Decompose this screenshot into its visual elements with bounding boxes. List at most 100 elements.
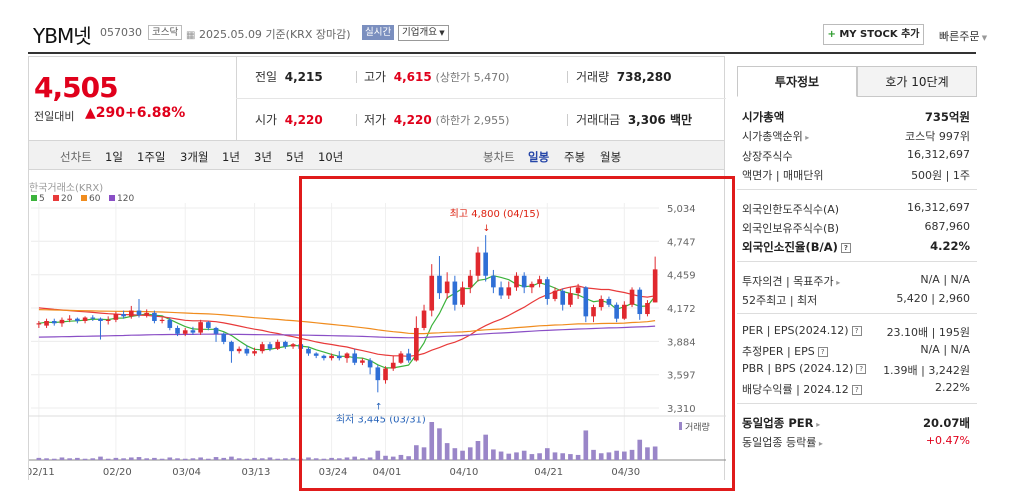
range-tab-1y[interactable]: 1년 [222, 150, 240, 164]
company-info-dropdown[interactable]: 기업개요 ▼ [398, 25, 449, 41]
amount-value: 3,306 백만 [627, 113, 693, 127]
legend-swatch [53, 195, 59, 201]
candle-body [498, 287, 504, 296]
candle-body [344, 353, 350, 359]
candle-body [90, 317, 96, 319]
volume-bar [514, 452, 519, 460]
candle-tab-daily[interactable]: 일봉 [528, 150, 550, 164]
invest-row: 외국인소진율(B/A)? 4.22% [742, 239, 977, 255]
range-tab-3m[interactable]: 3개월 [180, 150, 209, 164]
candle-body [383, 368, 388, 381]
volume-bar [321, 458, 327, 460]
volume-bar [360, 458, 365, 460]
quote-panel: 4,505 전일대비 ▲290 +6.88% 전일 4,215 고가 4,615… [28, 56, 726, 141]
range-tab-3y[interactable]: 3년 [254, 150, 272, 164]
lower-limit: (하한가 2,955) [435, 114, 510, 127]
range-tab-5y[interactable]: 5년 [286, 150, 304, 164]
volume-label: 거래량 [685, 421, 710, 433]
invest-row-value: N/A | N/A [920, 273, 970, 286]
volume-bar [537, 453, 542, 460]
legend-label: 5 [39, 194, 45, 204]
volume-bar [182, 458, 188, 460]
realtime-button[interactable]: 실시간 [362, 25, 395, 40]
row-divider [737, 403, 977, 404]
volume-bar [652, 446, 658, 460]
tab-orderbook[interactable]: 호가 10단계 [857, 66, 977, 97]
candle-body [98, 318, 103, 321]
invest-row-label: 투자의견 | 목표주가 [742, 275, 834, 288]
candle-body [159, 319, 165, 321]
candle-body [283, 341, 288, 347]
candle-body [113, 314, 119, 320]
candle-body [375, 367, 381, 381]
invest-row: 배당수익률 | 2024.12? 2.22% [742, 381, 977, 397]
volume-bar [113, 457, 119, 460]
volume-bar [483, 434, 488, 460]
help-icon[interactable]: ? [817, 347, 828, 357]
invest-row: PER | EPS(2024.12)? 23.10배 | 195원 [742, 324, 977, 339]
candle-tab-monthly[interactable]: 월봉 [600, 150, 622, 164]
x-tick-label: 04/21 [534, 467, 563, 478]
quick-order-dropdown[interactable]: 빠른주문 ▼ [939, 28, 987, 44]
invest-row-value: 2.22% [935, 381, 970, 394]
invest-row-value: 500원 | 1주 [911, 169, 970, 182]
invest-row[interactable]: 투자의견 | 목표주가 ▸ N/A | N/A [742, 273, 977, 289]
x-tick-label: 02/20 [103, 467, 132, 478]
volume-bar [336, 458, 342, 460]
candle-body [483, 252, 488, 276]
help-icon[interactable]: ? [856, 364, 867, 374]
candle-body [267, 344, 273, 349]
x-tick-label: 04/30 [611, 467, 640, 478]
volume: 거래량 738,280 [576, 68, 671, 85]
volume-value: 738,280 [616, 70, 672, 84]
invest-row[interactable]: 동일업종 PER ▸ 20.07배 [742, 415, 977, 431]
invest-row: 외국인보유주식수(B) 687,960 [742, 220, 977, 236]
invest-row: 시가총액 735억원 [742, 109, 977, 125]
volume-bar [344, 457, 350, 460]
volume-bar [406, 456, 411, 460]
help-icon[interactable]: ? [840, 242, 851, 253]
invest-row[interactable]: 동일업종 등락률 ▸ +0.47% [742, 434, 977, 450]
candle-body [313, 353, 319, 356]
tab-invest-info[interactable]: 투자정보 [737, 66, 857, 97]
candle-body [652, 269, 658, 303]
chart-source-label: 한국거래소(KRX) [29, 182, 103, 194]
range-tab-1d[interactable]: 1일 [105, 150, 123, 164]
volume-bar [591, 449, 596, 460]
low-price: 저가 4,220 (하한가 2,955) [364, 111, 509, 128]
volume-label: 거래량 [576, 70, 610, 84]
volume-bar [498, 451, 504, 460]
volume-bar [491, 449, 496, 460]
range-tab-1w[interactable]: 1주일 [137, 150, 166, 164]
volume-bar [206, 458, 211, 460]
invest-row-label: PER | EPS(2024.12) [742, 324, 849, 337]
mystock-add-button[interactable]: + MY STOCK 추가 [823, 24, 924, 45]
volume-bar [121, 458, 126, 460]
volume-bar [622, 451, 627, 460]
volume-bar [583, 430, 589, 460]
candlestick-chart[interactable]: 한국거래소(KRX)5 20 60 120 5,034 4,747 4,459 4,172 3,… [26, 170, 726, 480]
candle-tab-weekly[interactable]: 주봉 [564, 150, 586, 164]
candle-body [206, 322, 211, 328]
invest-row: 액면가 | 매매단위 500원 | 1주 [742, 167, 977, 183]
candle-body [121, 314, 126, 317]
candle-body [306, 348, 311, 354]
candle-body [529, 283, 535, 288]
help-icon[interactable]: ? [851, 326, 862, 336]
range-tab-10y[interactable]: 10년 [318, 150, 344, 164]
open-price: 시가 4,220 [255, 111, 323, 128]
volume-bar [136, 457, 142, 460]
candle-body [175, 327, 180, 334]
invest-row-label: 추정PER | EPS [742, 345, 815, 358]
volume-bar [444, 443, 450, 460]
chart-tabs-bar: 선차트 1일 1주일 3개월 1년 3년 5년 10년 봉차트 일봉 주봉 월봉 [28, 141, 725, 170]
candle-body [136, 310, 142, 316]
invest-row-value: 1.39배 | 3,242원 [883, 364, 970, 377]
candle-body [244, 348, 250, 354]
invest-row[interactable]: 시가총액순위 ▸ 코스닥 997위 [742, 128, 977, 144]
invest-row-label: 동일업종 등락률 [742, 436, 817, 449]
candle-body [152, 312, 157, 321]
x-tick-label: 03/24 [319, 467, 348, 478]
candle-body [429, 275, 435, 311]
help-icon[interactable]: ? [851, 385, 862, 395]
